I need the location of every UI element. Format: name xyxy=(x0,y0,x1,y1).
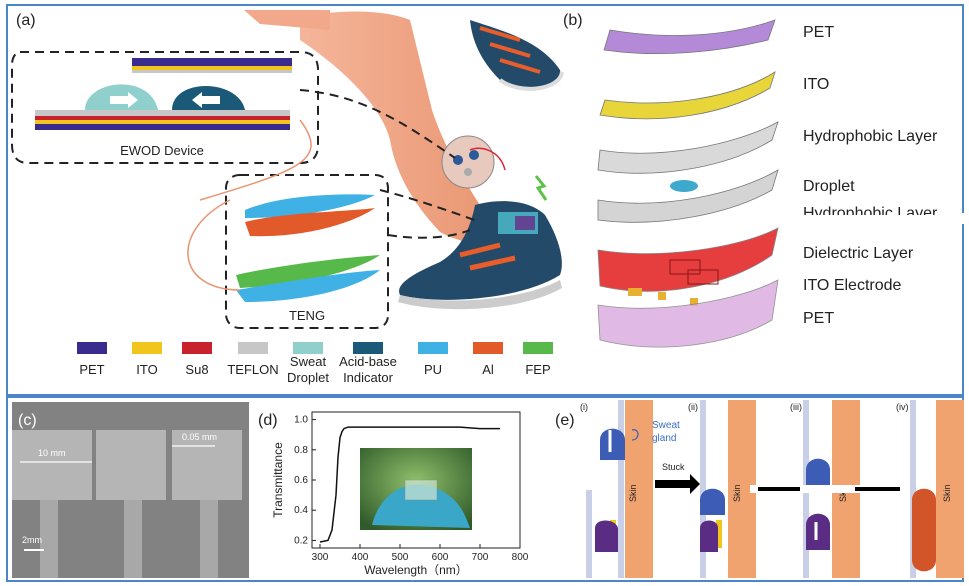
legend-item-pet: PET xyxy=(77,342,107,377)
svg-text:FEP: FEP xyxy=(525,362,550,377)
svg-text:Droplet: Droplet xyxy=(287,370,329,385)
x-axis-label: Wavelength（nm） xyxy=(364,563,468,577)
sweat-gland-label-line1: Sweat xyxy=(652,420,680,431)
svg-text:TEFLON: TEFLON xyxy=(227,362,278,377)
top-frame xyxy=(6,4,964,396)
teng-device: TENG xyxy=(187,119,481,329)
layer-label-ito: ITO xyxy=(803,76,829,93)
svg-text:PET: PET xyxy=(79,362,104,377)
glove-hand xyxy=(372,484,470,528)
y-tick-label: 0.8 xyxy=(294,445,308,456)
sweat-gland-label-line2: gland xyxy=(652,433,676,444)
step-i: (i) xyxy=(580,402,588,412)
legend-item-al: Al xyxy=(473,342,503,377)
svg-text:Indicator: Indicator xyxy=(343,370,394,385)
y-axis-label: Transmittance xyxy=(271,442,285,518)
dim-10mm: 10 mm xyxy=(38,448,66,458)
panel-a: (a) xyxy=(11,10,969,385)
layer-label-ito-electrode: ITO Electrode xyxy=(803,277,902,294)
x-tick-label: 500 xyxy=(392,552,409,563)
panel-a-label: (a) xyxy=(16,12,36,29)
panel-e: (e) (i) (ii) (iii) (iv) Sweat gland Skin… xyxy=(555,400,969,578)
scale-bar-label: 2mm xyxy=(22,535,42,545)
skin-label-iv: Skin xyxy=(942,484,952,502)
layer-label-hydrophobic-top: Hydrophobic Layer xyxy=(803,128,938,145)
panel-c: (c) 10 mm 0.05 mm 2mm xyxy=(12,402,249,578)
x-tick-label: 600 xyxy=(432,552,449,563)
svg-text:PU: PU xyxy=(424,362,442,377)
panel-e-label: (e) xyxy=(555,412,575,429)
panel-c-label: (c) xyxy=(18,412,37,429)
transmittance-series-line xyxy=(319,426,500,543)
y-tick-label: 0.4 xyxy=(294,505,308,516)
stuck-label: Stuck xyxy=(662,462,685,472)
ewod-device: EWOD Device xyxy=(11,51,456,164)
skin-label-i: Skin xyxy=(628,484,638,502)
svg-text:ITO: ITO xyxy=(136,362,157,377)
leg-illustration xyxy=(244,10,969,310)
y-tick-label: 1.0 xyxy=(294,415,308,426)
svg-text:Sweat: Sweat xyxy=(290,354,327,369)
svg-text:Su8: Su8 xyxy=(185,362,208,377)
y-tick-label: 0.2 xyxy=(294,535,308,546)
layer-label-pet-top: PET xyxy=(803,24,834,41)
dim-005mm: 0.05 mm xyxy=(182,432,217,442)
step-ii: (ii) xyxy=(688,402,698,412)
legend-item-teflon: TEFLON xyxy=(227,342,279,377)
x-tick-label: 700 xyxy=(472,552,489,563)
layer-label-droplet: Droplet xyxy=(803,178,855,195)
teng-label: TENG xyxy=(289,308,325,323)
panel-b: (b) PET ITO Hydrophobic Layer Droplet Hy… xyxy=(563,12,969,348)
x-tick-label: 400 xyxy=(352,552,369,563)
legend-item-pu: PU xyxy=(418,342,448,377)
y-tick-label: 0.6 xyxy=(294,475,308,486)
x-tick-label: 800 xyxy=(512,552,529,563)
skin-label-iii: Skin xyxy=(838,484,848,502)
legend-item-ito: ITO xyxy=(132,342,162,377)
panel-d: (d) 300 400 500 600 700 800 0.2 0.4 0.6 0.8 1.0 Wav… xyxy=(258,411,529,577)
ewod-label: EWOD Device xyxy=(120,143,204,158)
step-iv: (iv) xyxy=(896,402,909,412)
transmittance-chart: 300 400 500 600 700 800 0.2 0.4 0.6 0.8 1.0 Wavelen… xyxy=(271,411,529,577)
panel-b-label: (b) xyxy=(563,12,583,29)
panel-d-label: (d) xyxy=(258,412,278,429)
x-tick-label: 300 xyxy=(312,552,329,563)
legend-item-fep: FEP xyxy=(523,342,553,377)
skin-label-ii: Skin xyxy=(732,484,742,502)
svg-text:Al: Al xyxy=(482,362,494,377)
svg-text:Acid-base: Acid-base xyxy=(339,354,397,369)
layer-label-pet-bottom: PET xyxy=(803,310,834,327)
step-iii: (iii) xyxy=(790,402,802,412)
layer-label-dielectric: Dielectric Layer xyxy=(803,245,914,262)
legend-item-su8: Su8 xyxy=(182,342,212,377)
